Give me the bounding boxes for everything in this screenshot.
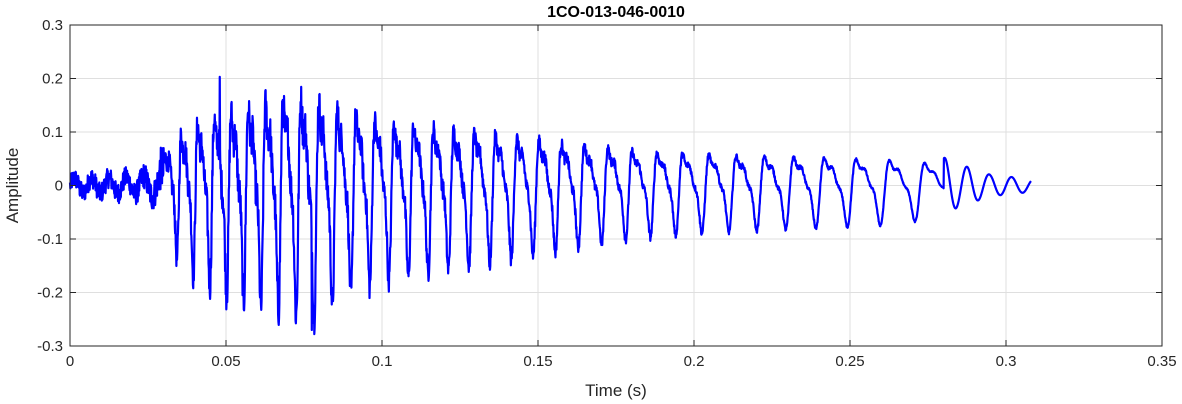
x-ticks: 0 0.05 0.1 0.15 0.2 0.25 0.3 0.35: [66, 25, 1177, 370]
chart-title: 1CO-013-046-0010: [547, 4, 685, 21]
y-tick-label: 0.3: [42, 17, 63, 34]
grid: [70, 25, 1162, 346]
y-tick-label: 0.1: [42, 124, 63, 141]
x-tick-label: 0.3: [996, 353, 1017, 370]
x-axis-label: Time (s): [585, 381, 647, 400]
x-tick-label: 0.2: [684, 353, 705, 370]
y-tick-label: -0.1: [37, 231, 63, 248]
x-tick-label: 0.05: [211, 353, 240, 370]
x-tick-label: 0.15: [523, 353, 552, 370]
x-tick-label: 0.35: [1147, 353, 1176, 370]
y-tick-label: 0: [55, 178, 63, 195]
x-tick-label: 0.1: [372, 353, 393, 370]
series-group: [68, 75, 1032, 336]
y-tick-label: 0.2: [42, 71, 63, 88]
y-tick-label: -0.3: [37, 338, 63, 355]
y-tick-label: -0.2: [37, 285, 63, 302]
series-line: [68, 75, 1032, 336]
y-ticks: -0.3 -0.2 -0.1 0 0.1 0.2 0.3: [37, 17, 1162, 355]
x-tick-label: 0.25: [835, 353, 864, 370]
plot-area: 0 0.05 0.1 0.15 0.2 0.25 0.3 0.35 -0.3-0.2-0.10…: [37, 17, 1176, 370]
y-axis-label: Amplitude: [3, 148, 22, 224]
x-tick-label: 0: [66, 353, 74, 370]
